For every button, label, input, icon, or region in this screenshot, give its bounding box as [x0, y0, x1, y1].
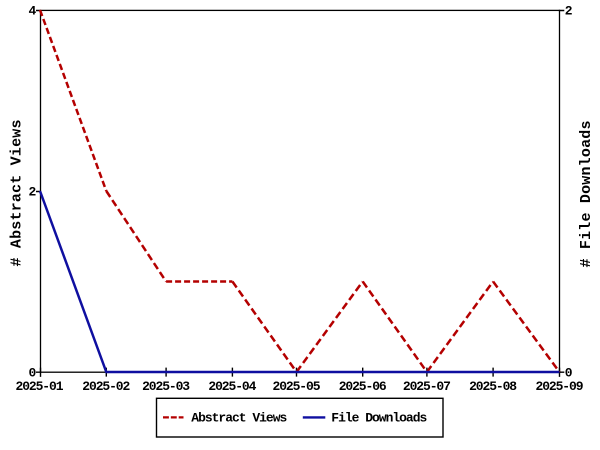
svg-text:2: 2	[28, 185, 36, 200]
svg-text:2025-01: 2025-01	[16, 379, 64, 394]
svg-text:2: 2	[565, 4, 573, 19]
svg-text:2025-07: 2025-07	[403, 379, 451, 394]
svg-text:2025-05: 2025-05	[273, 379, 321, 394]
svg-text:2025-08: 2025-08	[469, 379, 517, 394]
svg-text:# Abstract Views: # Abstract Views	[9, 119, 26, 266]
svg-text:0: 0	[28, 366, 36, 381]
svg-text:4: 4	[28, 4, 36, 19]
svg-text:2025-04: 2025-04	[208, 379, 256, 394]
svg-text:0: 0	[565, 366, 573, 381]
svg-text:Abstract Views: Abstract Views	[191, 411, 287, 426]
svg-text:# File Downloads: # File Downloads	[578, 121, 595, 268]
svg-text:2025-06: 2025-06	[339, 379, 387, 394]
svg-text:2025-02: 2025-02	[82, 379, 130, 394]
svg-text:2025-03: 2025-03	[142, 379, 190, 394]
svg-text:File Downloads: File Downloads	[331, 411, 427, 426]
svg-text:2025-09: 2025-09	[536, 379, 584, 394]
